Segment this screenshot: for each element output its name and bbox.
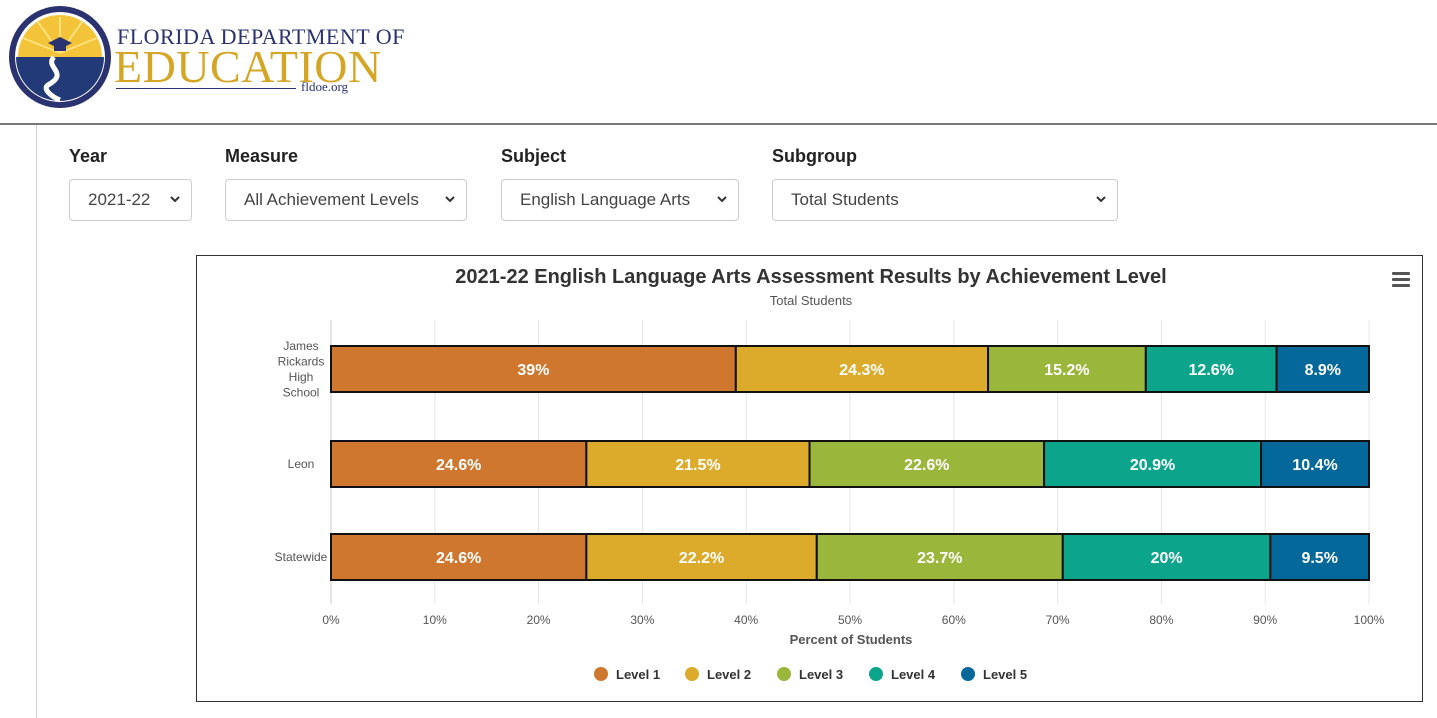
chevron-down-icon <box>1096 196 1106 203</box>
legend-marker[interactable] <box>961 667 975 681</box>
chart-container: 2021-22 English Language Arts Assessment… <box>196 255 1423 702</box>
bar-segment[interactable] <box>1061 533 1272 581</box>
bar-data-label: 8.9% <box>1305 362 1341 379</box>
logo-url-text: fldoe.org <box>301 79 349 94</box>
legend-label[interactable]: Level 4 <box>891 667 936 682</box>
fldoe-logo-icon[interactable] <box>8 5 112 109</box>
bar-segment[interactable] <box>1275 345 1371 393</box>
bar-data-label: 24.6% <box>436 550 481 567</box>
legend-label[interactable]: Level 1 <box>616 667 660 682</box>
bar-segment[interactable] <box>330 345 737 393</box>
bar-segment[interactable] <box>1144 345 1278 393</box>
stacked-bar-chart: 2021-22 English Language Arts Assessment… <box>275 266 1410 682</box>
x-tick-label: 30% <box>630 613 654 627</box>
bar-segment[interactable] <box>330 533 588 581</box>
x-tick-label: 100% <box>1354 613 1385 627</box>
measure-select-value: All Achievement Levels <box>244 190 419 209</box>
x-tick-label: 20% <box>527 613 551 627</box>
subject-label: Subject <box>501 146 567 166</box>
subgroup-select-value: Total Students <box>791 190 899 209</box>
subject-select-value: English Language Arts <box>520 190 691 209</box>
bar-data-label: 23.7% <box>917 550 962 567</box>
logo-underline <box>116 88 296 89</box>
chart-subtitle: Total Students <box>770 293 853 308</box>
x-axis-ticks: 0% 10% 20% 30% 40% 50% 60% 70% 80% 90% 100% <box>322 613 1384 627</box>
chevron-down-icon <box>445 196 455 203</box>
bar-segment[interactable] <box>987 345 1147 393</box>
legend-marker[interactable] <box>594 667 608 681</box>
bar-data-label: 10.4% <box>1292 457 1337 474</box>
category-label: School <box>283 385 320 399</box>
bar-data-label: 24.6% <box>436 457 481 474</box>
bar-data-label: 24.3% <box>839 362 884 379</box>
bar-data-label: 20.9% <box>1130 457 1175 474</box>
category-label: James <box>283 339 318 353</box>
chart-title: 2021-22 English Language Arts Assessment… <box>455 266 1166 288</box>
bar-data-label: 22.2% <box>679 550 724 567</box>
measure-select[interactable]: All Achievement Levels <box>225 179 467 221</box>
chart-bars: 39% 24.3% 15.2% 12.6% 8.9% 24.6% 21.5% 22.6% 20.… <box>330 345 1371 581</box>
legend-label[interactable]: Level 3 <box>799 667 843 682</box>
menu-icon[interactable] <box>1392 272 1410 287</box>
bar-data-label: 9.5% <box>1301 550 1337 567</box>
chart-legend: Level 1 Level 2 Level 3 Level 4 Level 5 <box>594 667 1027 682</box>
x-tick-label: 60% <box>942 613 966 627</box>
legend-label[interactable]: Level 5 <box>983 667 1027 682</box>
bar-data-label: 21.5% <box>675 457 720 474</box>
legend-marker[interactable] <box>685 667 699 681</box>
bar-segment[interactable] <box>330 440 588 488</box>
category-label: Statewide <box>275 550 328 564</box>
site-header: FLORIDA DEPARTMENT OF EDUCATION fldoe.or… <box>0 0 1437 123</box>
category-label: High <box>289 370 314 384</box>
bar-data-label: 15.2% <box>1044 362 1089 379</box>
measure-label: Measure <box>225 146 299 166</box>
bar-data-label: 20% <box>1151 550 1183 567</box>
x-tick-label: 40% <box>734 613 758 627</box>
year-select[interactable]: 2021-22 <box>69 179 192 221</box>
x-axis-title: Percent of Students <box>790 632 913 647</box>
bar-segment[interactable] <box>1260 440 1370 488</box>
subgroup-label: Subgroup <box>772 146 857 166</box>
x-tick-label: 80% <box>1149 613 1173 627</box>
bar-data-label: 12.6% <box>1189 362 1234 379</box>
category-label: Leon <box>288 457 315 471</box>
bar-segment[interactable] <box>1269 533 1371 581</box>
bar-data-label: 39% <box>517 362 549 379</box>
legend-marker[interactable] <box>869 667 883 681</box>
x-tick-label: 10% <box>423 613 447 627</box>
logo-department-text: FLORIDA DEPARTMENT OF <box>117 24 405 49</box>
subgroup-select[interactable]: Total Students <box>772 179 1118 221</box>
header-divider <box>0 123 1437 125</box>
x-tick-label: 50% <box>838 613 862 627</box>
x-tick-label: 0% <box>322 613 340 627</box>
subject-select[interactable]: English Language Arts <box>501 179 739 221</box>
sidebar-divider <box>36 125 37 718</box>
bar-segment[interactable] <box>808 440 1046 488</box>
bar-segment[interactable] <box>734 345 990 393</box>
category-label: Rickards <box>278 354 325 368</box>
bar-segment[interactable] <box>1043 440 1263 488</box>
x-tick-label: 90% <box>1253 613 1277 627</box>
year-label: Year <box>69 146 108 166</box>
bar-data-label: 22.6% <box>904 457 949 474</box>
legend-marker[interactable] <box>777 667 791 681</box>
legend-label[interactable]: Level 2 <box>707 667 751 682</box>
year-select-value: 2021-22 <box>88 190 151 209</box>
logo-education-text: EDUCATION <box>114 41 382 92</box>
chevron-down-icon <box>170 196 180 203</box>
chevron-down-icon <box>717 196 727 203</box>
x-tick-label: 70% <box>1046 613 1070 627</box>
